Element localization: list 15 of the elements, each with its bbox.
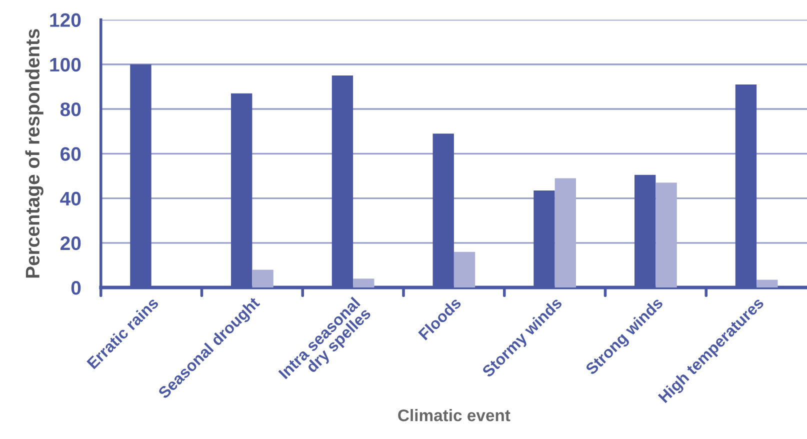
- y-tick-label: 100: [50, 58, 81, 72]
- bar: [656, 182, 677, 288]
- y-tick-label: 80: [60, 102, 81, 116]
- bar: [454, 252, 476, 288]
- y-tick-label: 60: [60, 147, 81, 161]
- bar: [756, 280, 778, 288]
- bar: [252, 270, 274, 288]
- y-tick-label: 20: [60, 236, 81, 250]
- bar: [353, 278, 374, 288]
- y-axis-title: Percentage of respondents: [25, 29, 44, 278]
- y-tick-label: 120: [50, 13, 81, 27]
- x-axis-title: Climatic event: [398, 409, 510, 422]
- bar: [554, 178, 576, 288]
- y-tick-label: 0: [71, 281, 81, 295]
- y-tick-label: 40: [60, 192, 81, 206]
